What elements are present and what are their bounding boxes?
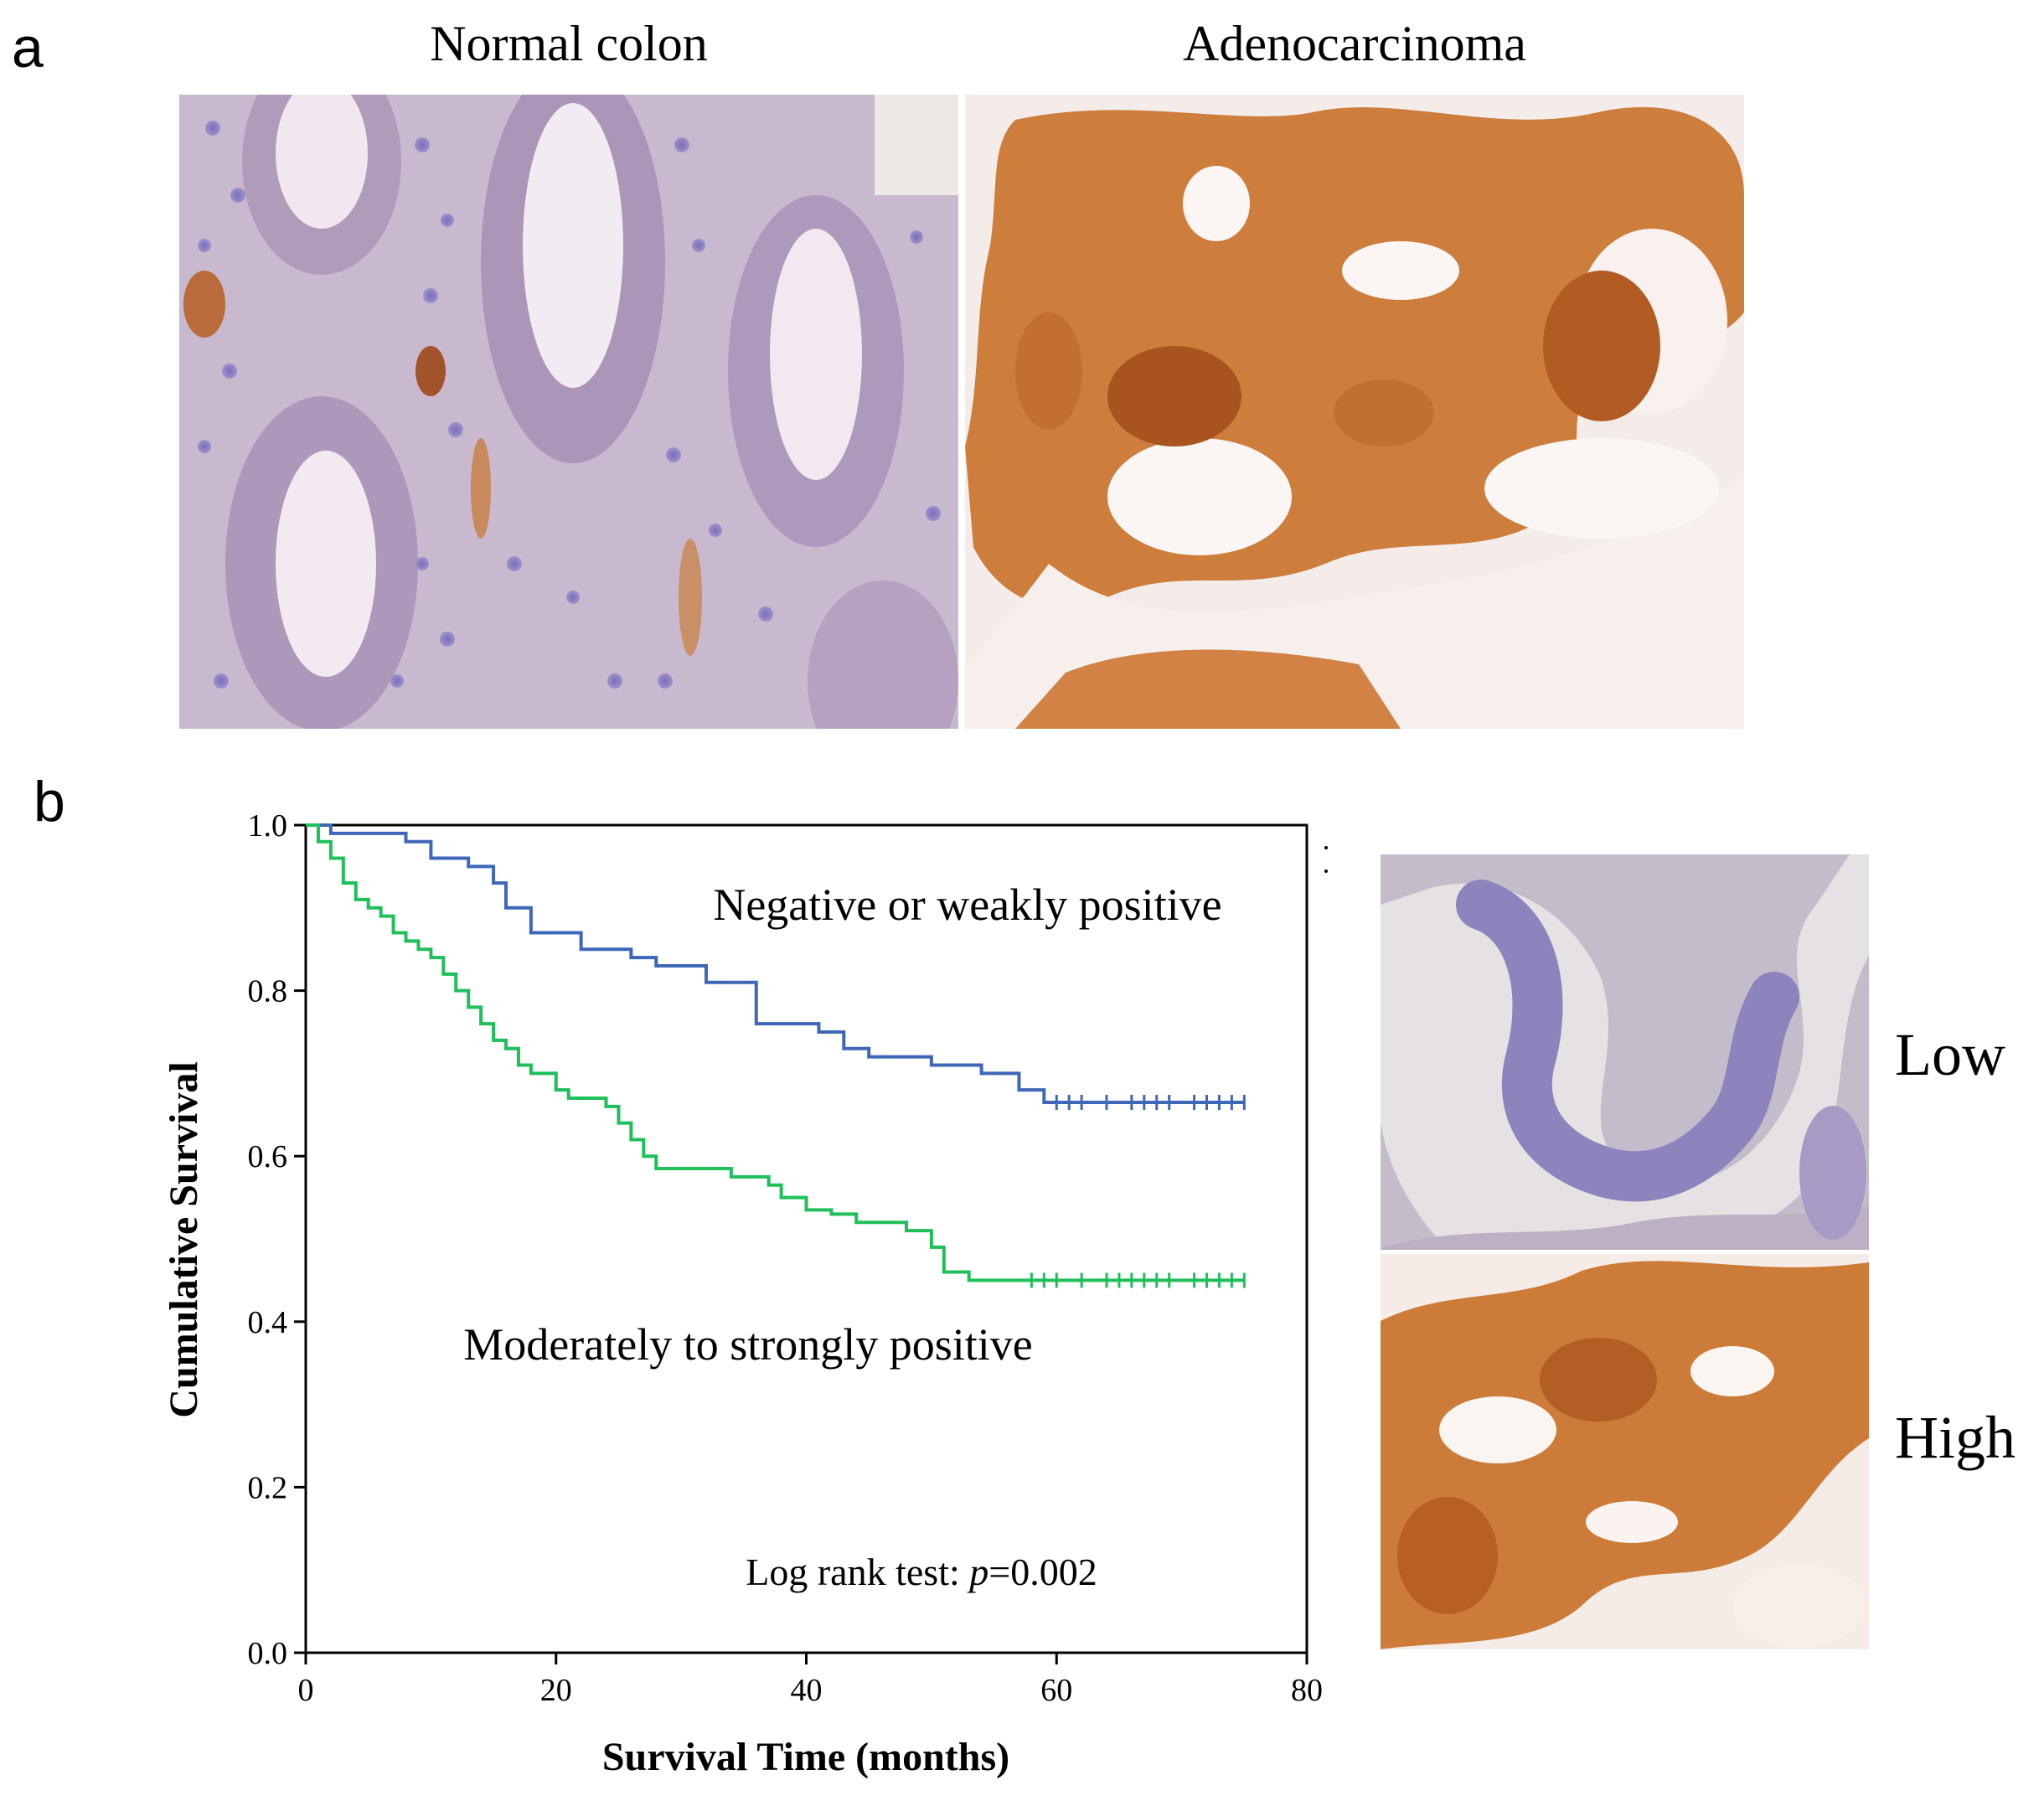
adenocarcinoma-micrograph [965, 95, 1744, 729]
panel-b-label: b [34, 770, 65, 833]
stray-dot [1324, 870, 1328, 873]
normal-colon-micrograph [179, 95, 958, 729]
x-tick-label: 80 [1291, 1673, 1323, 1708]
y-tick-label: 0.0 [248, 1636, 288, 1671]
x-tick-label: 20 [540, 1673, 572, 1708]
log-rank-annotation: Log rank test: p=0.002 [746, 1551, 1097, 1593]
y-axis-label: Cumulative Survival [162, 1061, 206, 1417]
plot-frame [304, 823, 1308, 1654]
y-tick-label: 0.8 [248, 974, 288, 1009]
x-tick-label: 0 [298, 1673, 314, 1708]
survival-curve-negative [306, 823, 1245, 1104]
y-tick-label: 0.4 [248, 1305, 288, 1340]
series-label-negative: Negative or weakly positive [713, 880, 1221, 930]
x-tick-label: 60 [1040, 1673, 1072, 1708]
high-label: High [1895, 1404, 2016, 1471]
normal-colon-title: Normal colon [430, 16, 708, 71]
x-tick-label: 40 [791, 1673, 823, 1708]
x-axis-label: Survival Time (months) [602, 1735, 1009, 1779]
low-expression-micrograph [1381, 854, 1869, 1250]
adenocarcinoma-title: Adenocarcinoma [1183, 16, 1526, 71]
high-expression-micrograph [1381, 1254, 1869, 1649]
low-label: Low [1895, 1021, 2005, 1088]
y-tick-label: 1.0 [248, 808, 288, 844]
panel-a-label: a [12, 16, 44, 80]
y-tick-label: 0.6 [248, 1139, 288, 1174]
y-tick-label: 0.2 [248, 1470, 288, 1505]
survival-curve-positive [306, 823, 1245, 1282]
series-label-positive: Moderately to strongly positive [463, 1319, 1032, 1370]
stray-dot [1324, 846, 1328, 849]
